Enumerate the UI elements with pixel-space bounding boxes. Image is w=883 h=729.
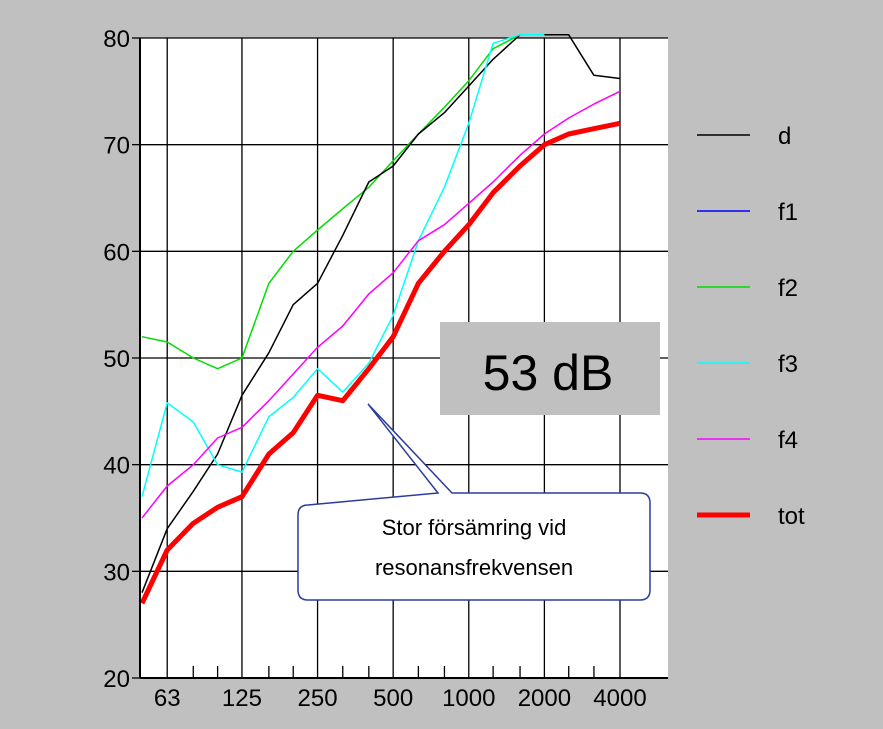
callout-line-2: resonansfrekvensen: [375, 555, 573, 580]
x-tick-label-125: 125: [222, 685, 262, 712]
y-tick-label-80: 80: [103, 26, 130, 53]
x-tick-label-2000: 2000: [518, 685, 571, 712]
callout-bubble: [297, 403, 651, 601]
y-tick-label-40: 40: [103, 453, 130, 480]
series-line-f2: [141, 34, 521, 370]
series-line-f4: [141, 90, 621, 519]
series-line-f3: [141, 34, 545, 497]
annotation-layer: 53 dB Stor försämring vid resonansfrekve…: [297, 322, 660, 601]
legend-label-f2: f2: [778, 275, 798, 302]
legend: d f1 f2 f3 f4 tot: [697, 123, 805, 530]
series-line-tot: [139, 120, 621, 605]
y-tick-label-20: 20: [103, 666, 130, 693]
y-tick-label-60: 60: [103, 239, 130, 266]
legend-label-f3: f3: [778, 351, 798, 378]
legend-label-f4: f4: [778, 427, 798, 454]
series-layer: [139, 34, 621, 605]
x-tick-label-4000: 4000: [593, 685, 646, 712]
callout-line-1: Stor försämring vid: [382, 515, 567, 540]
x-tick-label-250: 250: [298, 685, 338, 712]
x-tick-label-63: 63: [154, 685, 181, 712]
axis-layer: 20 30 40 50 60 70 80 63 125 250 500 1000 2000 4000: [103, 26, 668, 712]
big-label-box: [440, 322, 660, 415]
legend-label-f1: f1: [778, 199, 798, 226]
y-tick-label-50: 50: [103, 346, 130, 373]
y-tick-label-70: 70: [103, 133, 130, 160]
x-tick-label-500: 500: [373, 685, 413, 712]
big-label: 53 dB: [483, 345, 614, 401]
legend-label-tot: tot: [778, 503, 805, 530]
y-tick-label-30: 30: [103, 559, 130, 586]
legend-label-d: d: [778, 123, 791, 150]
x-tick-label-1000: 1000: [442, 685, 495, 712]
